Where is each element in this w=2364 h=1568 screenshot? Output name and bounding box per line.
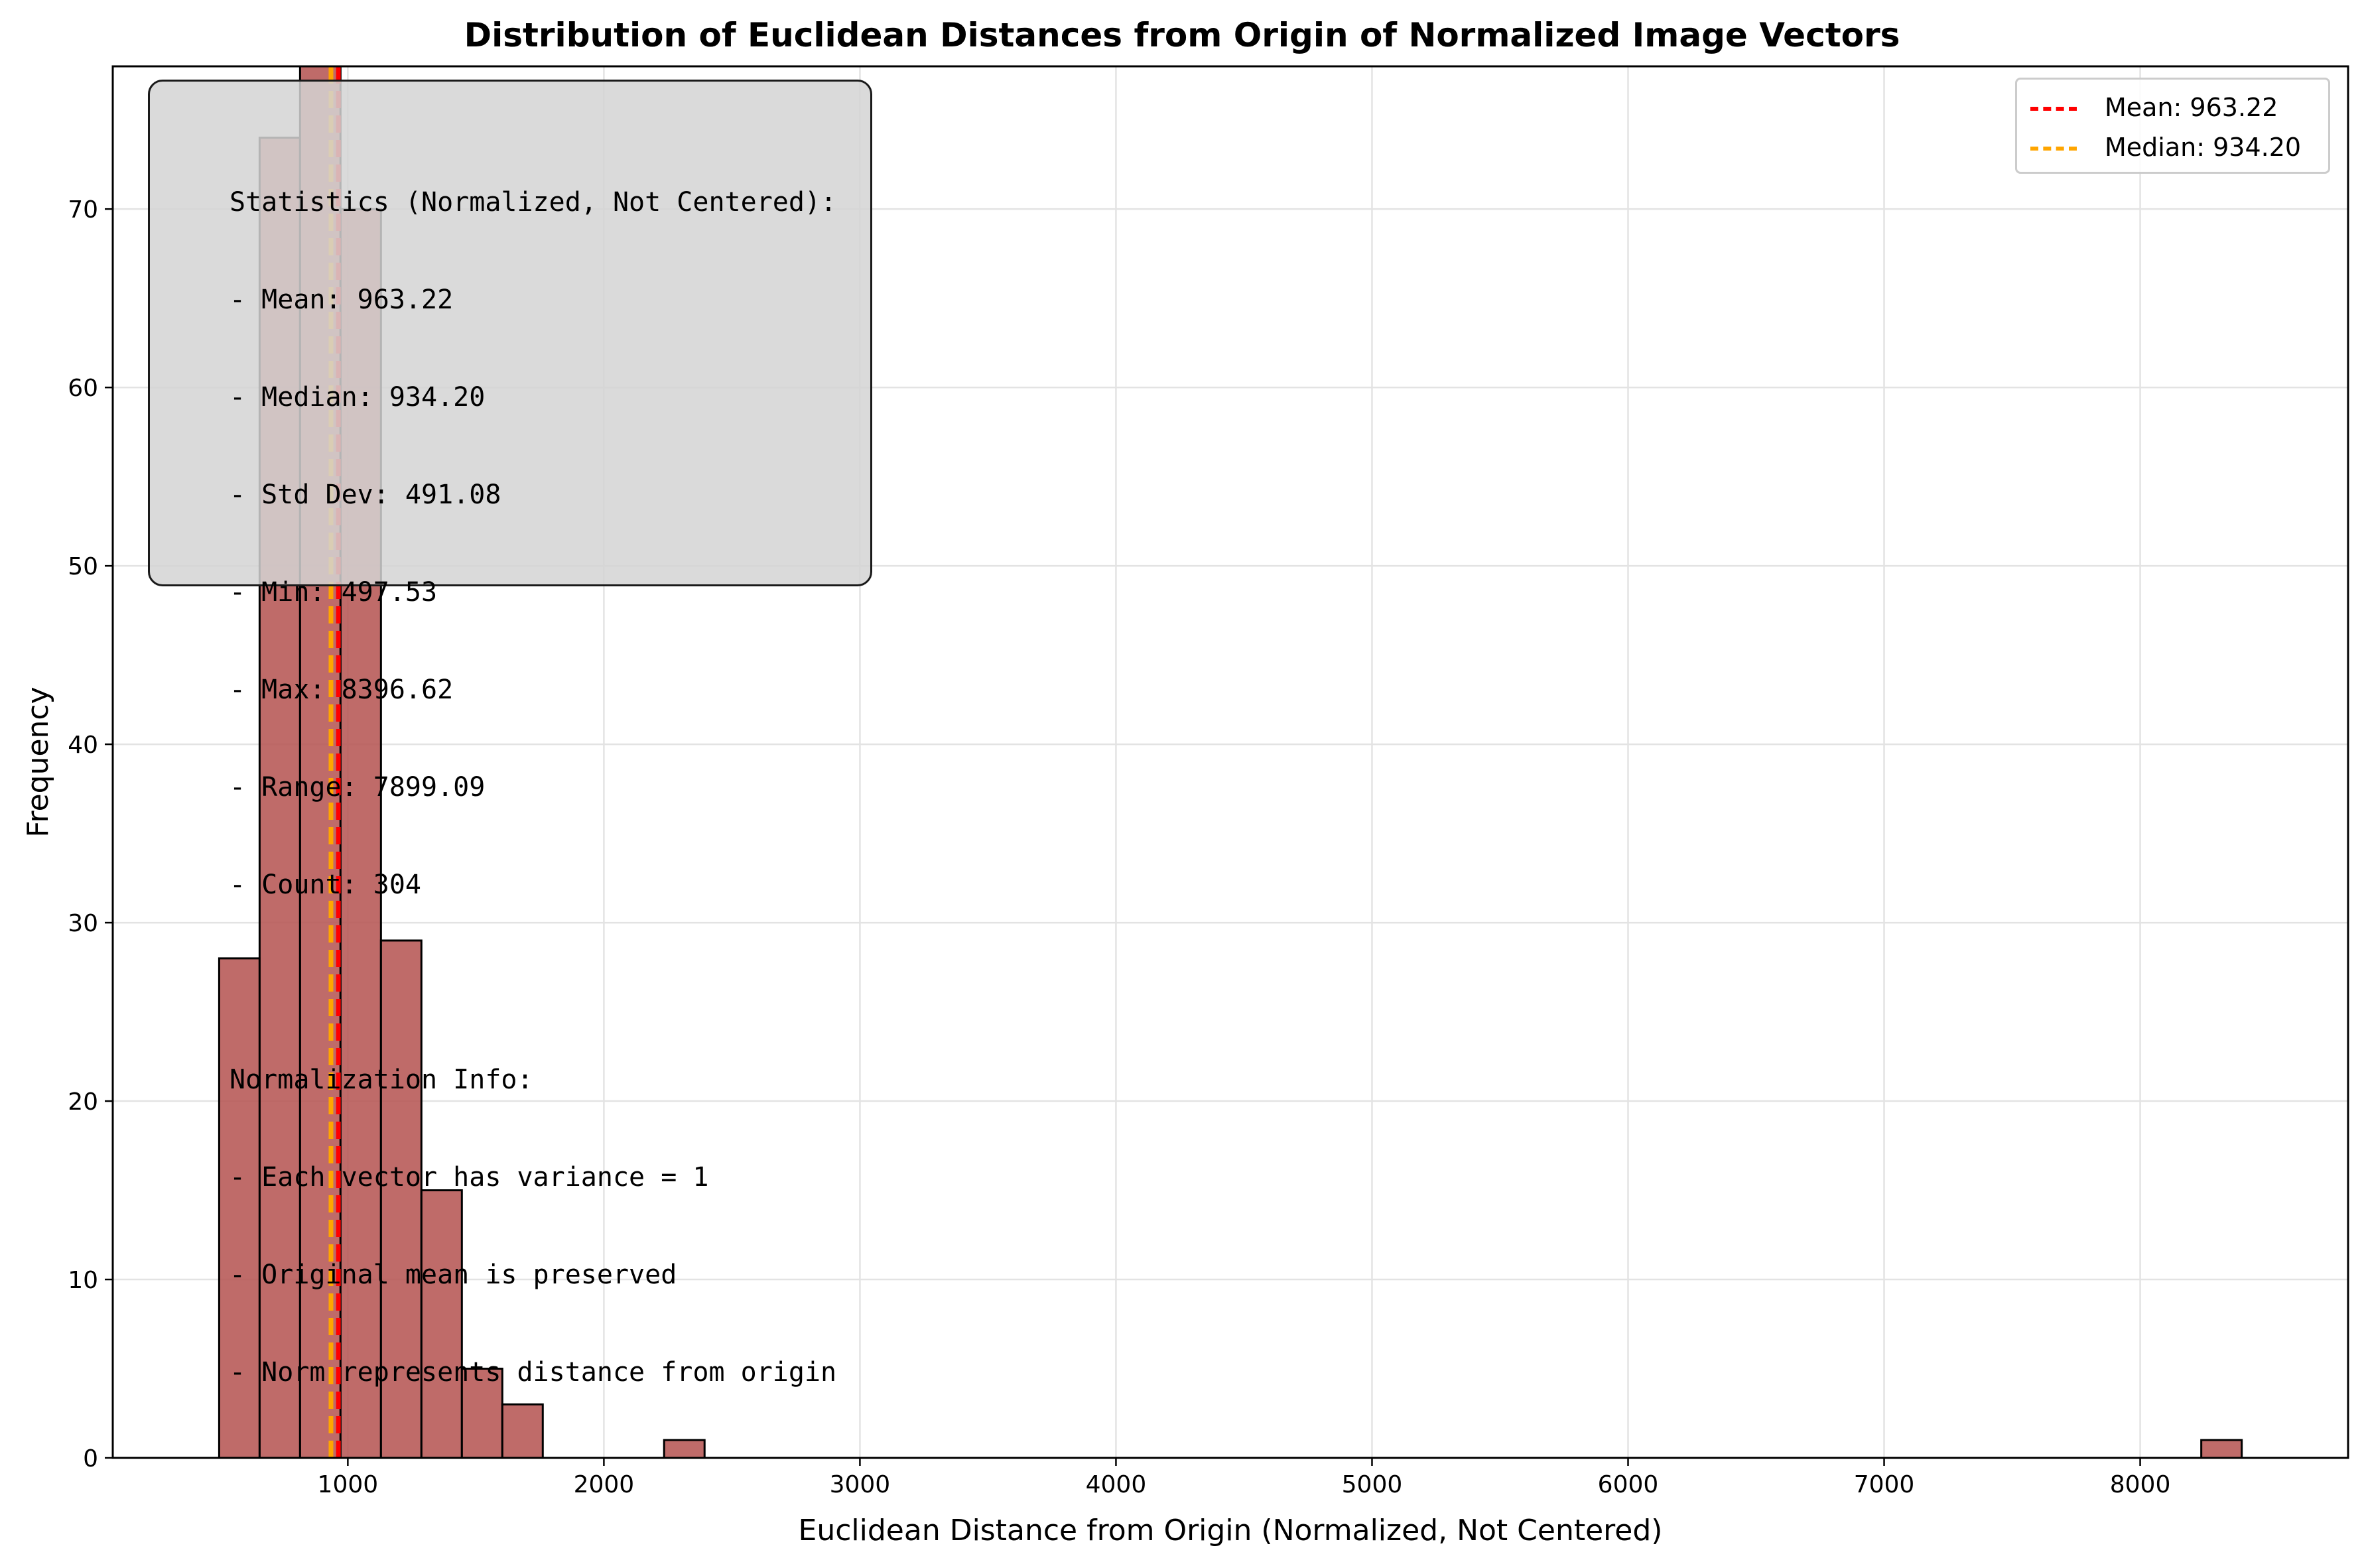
stats-line (230, 966, 870, 999)
y-tick-label: 10 (68, 1267, 98, 1294)
x-tick-label: 6000 (1598, 1471, 1659, 1498)
y-tick-label: 30 (68, 910, 98, 937)
x-tick-label: 2000 (574, 1471, 635, 1498)
stats-line: Normalization Info: (230, 1065, 533, 1095)
y-tick-label: 0 (83, 1445, 98, 1472)
y-tick-label: 20 (68, 1088, 98, 1116)
stats-line: - Range: 7899.09 (230, 772, 486, 803)
stats-line: - Median: 934.20 (230, 382, 486, 413)
stats-line: - Mean: 963.22 (230, 285, 454, 315)
y-tick-label: 70 (68, 196, 98, 224)
stats-line: Statistics (Normalized, Not Centered): (230, 187, 837, 218)
mean-line-swatch (2030, 107, 2077, 111)
x-tick-label: 1000 (318, 1471, 379, 1498)
stats-line: - Std Dev: 491.08 (230, 480, 501, 510)
stats-line: - Min: 497.53 (230, 577, 438, 608)
histogram-bar (379, 939, 423, 1459)
x-tick-label: 4000 (1086, 1471, 1147, 1498)
stats-line: - Each vector has variance = 1 (230, 1162, 709, 1193)
legend-label-median: Median: 934.20 (2105, 133, 2302, 162)
x-tick-label: 8000 (2110, 1471, 2171, 1498)
plot-frame (111, 65, 2349, 1459)
stats-line: - Count: 304 (230, 870, 421, 900)
y-tick-label: 60 (68, 375, 98, 402)
x-axis-label: Euclidean Distance from Origin (Normaliz… (799, 1514, 1663, 1547)
axis-ticks: 1000 2000 3000 4000 5000 6000 7000 8000 0 10 20 30 4… (68, 196, 2170, 1498)
histogram-bar (2200, 1439, 2243, 1459)
x-tick-label: 7000 (1854, 1471, 1915, 1498)
y-tick-label: 40 (68, 732, 98, 759)
chart-title: Distribution of Euclidean Distances from… (464, 16, 1900, 54)
legend-item-mean: Mean: 963.22 (2017, 89, 2328, 129)
statistics-annotation-box: Statistics (Normalized, Not Centered): -… (148, 80, 872, 1388)
stats-line: - Max: 8396.62 (230, 675, 454, 705)
stats-line: - Norm represents distance from origin (230, 1357, 837, 1388)
x-tick-label: 3000 (830, 1471, 891, 1498)
legend-label-mean: Mean: 963.22 (2105, 93, 2278, 122)
stats-line: - Original mean is preserved (230, 1260, 677, 1290)
histogram-bar (460, 1368, 503, 1459)
histogram-bar (663, 1439, 706, 1459)
y-axis-label: Frequency (21, 686, 55, 837)
y-tick-label: 50 (68, 553, 98, 580)
median-line-swatch (2030, 147, 2077, 151)
legend: Mean: 963.22 Median: 934.20 (2015, 78, 2330, 174)
legend-item-median: Median: 934.20 (2017, 129, 2328, 168)
x-tick-label: 5000 (1342, 1471, 1403, 1498)
